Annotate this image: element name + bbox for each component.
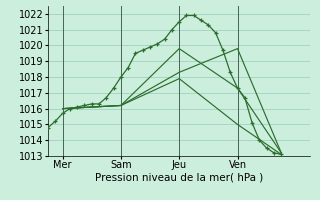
X-axis label: Pression niveau de la mer( hPa ): Pression niveau de la mer( hPa ): [95, 173, 263, 183]
